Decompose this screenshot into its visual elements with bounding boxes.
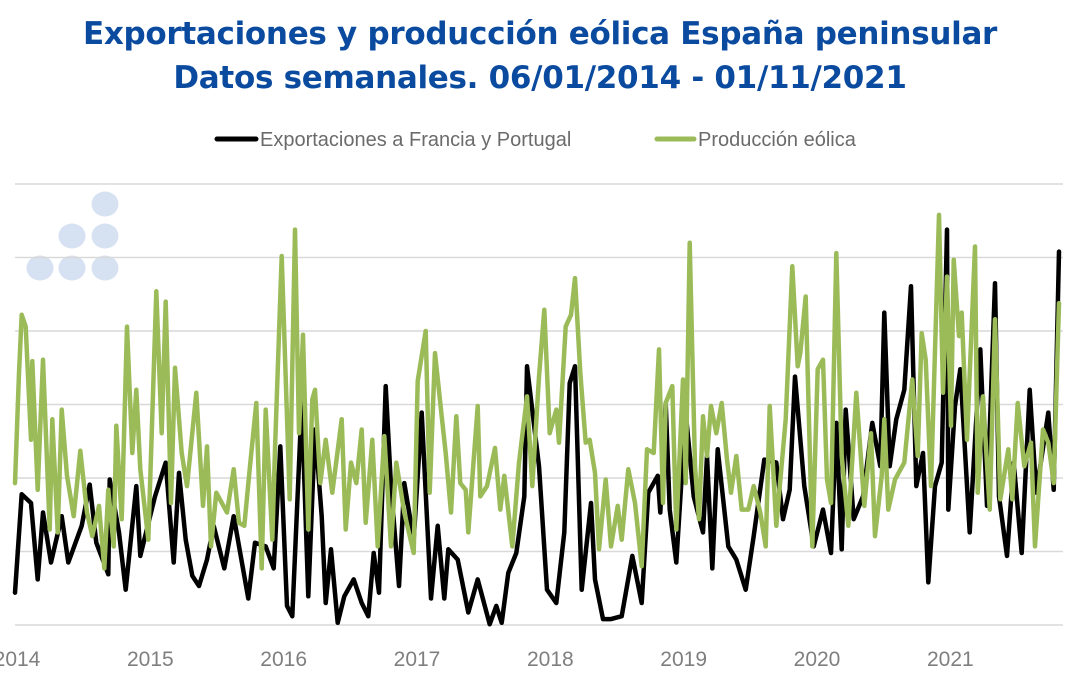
series-group [12,212,1062,627]
x-tick-label: 2014 [0,648,41,671]
legend-label-exportaciones: Exportaciones a Francia y Portugal [260,129,571,151]
logo-dot [58,255,86,281]
x-tick-label: 2019 [660,648,707,671]
x-tick-label: 2018 [527,648,574,671]
x-tick-label: 2021 [927,648,974,671]
logo-dot [91,255,119,281]
legend-label-produccion-eolica: Producción eólica [698,129,857,151]
x-tick-label: 2020 [794,648,841,671]
chart-title: Exportaciones y producción eólica España… [82,16,998,52]
legend: Exportaciones a Francia y Portugal Produ… [214,129,857,151]
series-line-produccion-eolica [12,212,1062,571]
logo-dot [91,223,119,249]
logo-dot [91,191,119,217]
x-tick-label: 2016 [260,648,307,671]
x-axis-ticks: 2014 2015 2016 2017 2018 2019 2020 2021 [0,648,974,671]
logo-dot [26,255,54,281]
logo-dot [58,223,86,249]
chart-subtitle: Datos semanales. 06/01/2014 - 01/11/2021 [173,60,907,96]
x-tick-label: 2017 [394,648,441,671]
series-line-exportaciones [12,227,1062,627]
logo-watermark [26,191,119,281]
x-tick-label: 2015 [127,648,174,671]
